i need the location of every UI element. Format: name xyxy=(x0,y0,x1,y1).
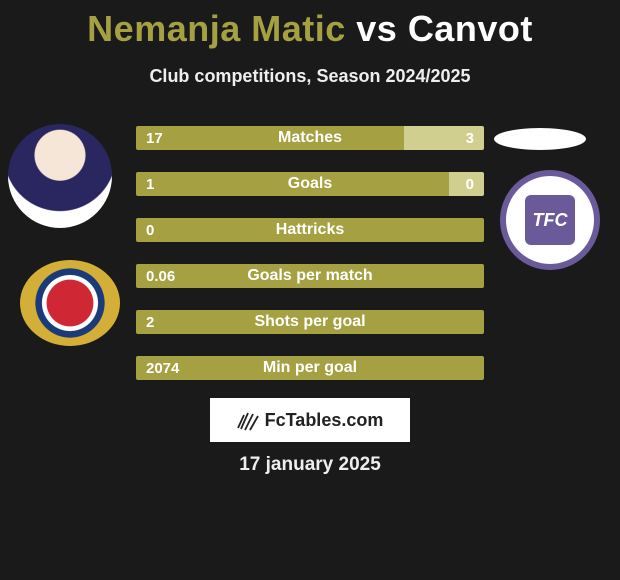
stat-label: Shots per goal xyxy=(254,313,365,331)
stat-right-value: 3 xyxy=(404,126,484,150)
stat-row: 173 Matches xyxy=(136,126,484,150)
date-text: 17 january 2025 xyxy=(0,454,620,476)
stat-label: Goals per match xyxy=(247,267,372,285)
club-right-logo: TFC xyxy=(500,170,600,270)
club-left-logo xyxy=(20,260,120,346)
stat-label: Matches xyxy=(278,129,342,147)
stat-right-value: 0 xyxy=(449,172,484,196)
title-player-right: vs Canvot xyxy=(346,8,533,49)
brand-icon xyxy=(237,409,259,431)
stats-chart: 173Matches10Goals0Hattricks0.06Goals per… xyxy=(136,126,484,402)
player-right-avatar xyxy=(494,128,586,150)
stat-row: 10Goals xyxy=(136,172,484,196)
stat-left-value: 17 xyxy=(136,126,404,150)
stat-label: Hattricks xyxy=(276,221,344,239)
stat-row: 2074Min per goal xyxy=(136,356,484,380)
club-right-logo-text: TFC xyxy=(525,195,575,245)
brand-text: FcTables.com xyxy=(265,410,384,431)
title-player-left: Nemanja Matic xyxy=(87,8,346,49)
stat-label: Goals xyxy=(288,175,332,193)
brand-box: FcTables.com xyxy=(210,398,410,442)
stat-row: 0.06Goals per match xyxy=(136,264,484,288)
player-left-avatar xyxy=(8,124,112,228)
page-title: Nemanja Matic vs Canvot xyxy=(0,0,620,50)
subtitle: Club competitions, Season 2024/2025 xyxy=(0,66,620,87)
stat-label: Min per goal xyxy=(263,359,357,377)
stat-row: 2Shots per goal xyxy=(136,310,484,334)
stat-row: 0Hattricks xyxy=(136,218,484,242)
